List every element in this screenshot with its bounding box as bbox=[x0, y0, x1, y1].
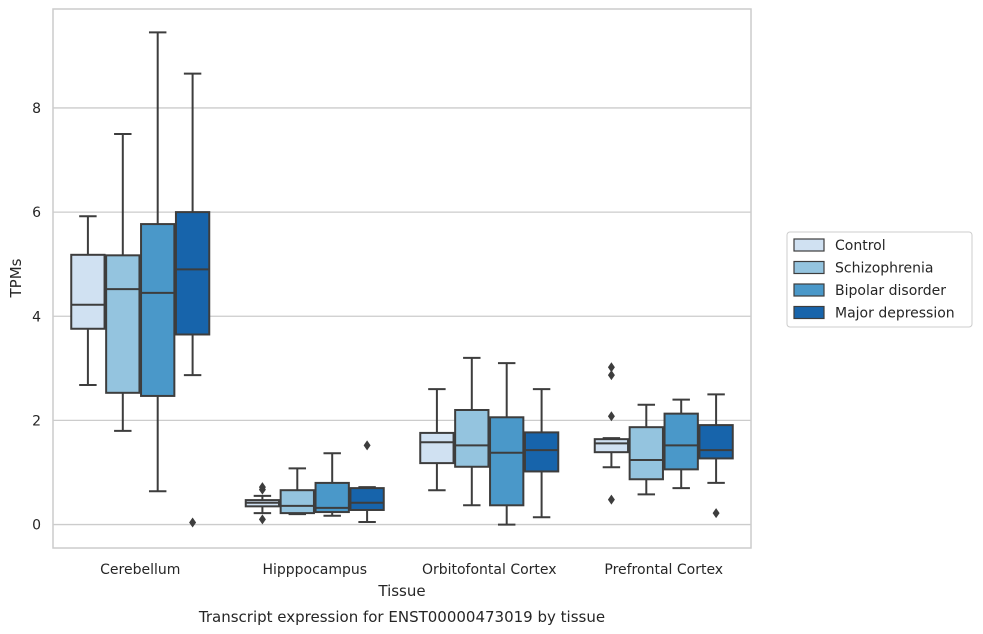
box-item bbox=[593, 362, 630, 505]
series-control bbox=[70, 215, 630, 525]
legend-label: Control bbox=[835, 238, 886, 254]
legend-frame bbox=[786, 231, 973, 328]
outlier-point bbox=[607, 411, 615, 422]
box-item bbox=[454, 356, 490, 507]
legend-item: Bipolar disorder bbox=[793, 283, 946, 299]
y-axis-title: TPMs bbox=[7, 258, 25, 298]
legend: Control Schizophrenia Bipolar disorder Majo… bbox=[786, 231, 973, 328]
y-tick-label: 6 bbox=[32, 205, 41, 221]
legend-swatch bbox=[793, 305, 825, 320]
box-item bbox=[105, 132, 141, 432]
legend-item: Control bbox=[793, 238, 886, 254]
box-iqr bbox=[70, 253, 106, 330]
box-iqr bbox=[628, 426, 664, 481]
box-item bbox=[663, 398, 699, 490]
box-iqr bbox=[489, 416, 525, 507]
box-item bbox=[419, 388, 455, 492]
y-tick-labels: 0 2 4 6 8 bbox=[32, 101, 41, 534]
box-iqr bbox=[174, 211, 211, 336]
y-tick-label: 4 bbox=[32, 309, 41, 325]
box-item bbox=[244, 482, 281, 525]
box-item bbox=[314, 452, 350, 517]
box-item bbox=[698, 393, 734, 519]
x-tick-label: Hipppocampus bbox=[262, 562, 367, 578]
box-iqr bbox=[593, 438, 630, 454]
box-item bbox=[174, 72, 211, 528]
box-iqr bbox=[105, 254, 141, 394]
y-tick-label: 8 bbox=[32, 101, 41, 117]
series-major-depression bbox=[174, 72, 734, 528]
box-groups bbox=[70, 31, 734, 528]
x-tick-label: Orbitofontal Cortex bbox=[422, 562, 557, 578]
box-iqr bbox=[140, 223, 176, 397]
box-iqr bbox=[419, 431, 455, 465]
x-tick-label: Prefrontal Cortex bbox=[604, 562, 723, 578]
x-tick-labels: Cerebellum Hipppocampus Orbitofontal Corte… bbox=[100, 562, 723, 578]
outlier-point bbox=[607, 494, 615, 505]
outlier-point bbox=[258, 484, 266, 495]
box-iqr bbox=[663, 412, 699, 471]
box-item bbox=[70, 215, 106, 386]
chart-caption: Transcript expression for ENST0000047301… bbox=[198, 608, 605, 626]
legend-label: Bipolar disorder bbox=[835, 283, 946, 299]
box-iqr bbox=[454, 408, 490, 468]
box-item bbox=[349, 440, 385, 523]
x-axis-title: Tissue bbox=[377, 582, 425, 600]
box-iqr bbox=[279, 489, 315, 515]
legend-item: Major depression bbox=[793, 305, 955, 322]
box-iqr bbox=[698, 424, 734, 460]
outlier-point bbox=[363, 440, 371, 451]
series-bipolar-disorder bbox=[140, 31, 699, 526]
box-iqr bbox=[523, 431, 560, 473]
box-item bbox=[523, 388, 560, 519]
outlier-point bbox=[189, 517, 197, 528]
legend-label: Schizophrenia bbox=[835, 261, 933, 277]
legend-item: Schizophrenia bbox=[793, 260, 933, 277]
outlier-point bbox=[607, 362, 615, 373]
outlier-point bbox=[258, 514, 266, 525]
box-item bbox=[140, 31, 176, 493]
box-item bbox=[489, 362, 525, 526]
x-tick-label: Cerebellum bbox=[100, 562, 180, 578]
plot-area-frame bbox=[52, 8, 752, 549]
box-iqr bbox=[349, 487, 385, 511]
legend-label: Major depression bbox=[835, 306, 955, 322]
y-tick-label: 0 bbox=[32, 518, 41, 534]
box-item bbox=[279, 467, 315, 516]
outlier-point bbox=[607, 370, 615, 381]
series-schizophrenia bbox=[105, 132, 664, 516]
legend-swatch bbox=[793, 283, 825, 297]
y-tick-label: 2 bbox=[32, 413, 41, 429]
outlier-point bbox=[712, 508, 720, 519]
legend-swatch bbox=[793, 260, 825, 275]
box-item bbox=[628, 403, 664, 496]
legend-swatch bbox=[793, 238, 825, 252]
